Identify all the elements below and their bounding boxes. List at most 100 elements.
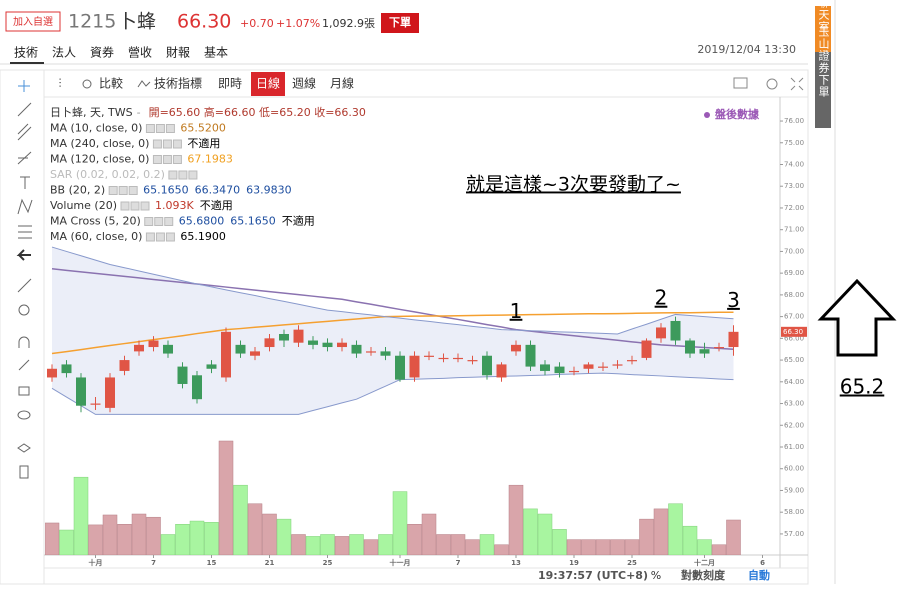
legend-icon[interactable] [154,217,164,226]
stock-code: 1215 [68,11,116,33]
legend-icon[interactable] [130,201,140,211]
legend-icon[interactable] [128,186,138,195]
legend-icon[interactable] [165,232,175,242]
y-tick-label: 69.00 [784,269,804,277]
weekly[interactable]: 週線 [292,76,316,91]
camera-icon[interactable] [733,77,748,89]
order-button[interactable] [381,13,419,33]
candle-icon[interactable]: ⫶ [58,77,61,91]
legend-value: 67.1983 [187,153,233,166]
candle-body [250,351,260,356]
x-tick-label: 25 [627,559,637,567]
legend-dash: - [137,106,141,119]
volume-bar [363,539,379,555]
legend-icon[interactable] [120,201,130,211]
indicator-icon[interactable] [137,80,151,88]
legend-value: 1.093K [155,199,194,212]
legend-icon[interactable] [155,124,165,133]
marker-label: 2 [655,286,668,310]
monthly[interactable]: 月線 [330,76,354,91]
legend-icon[interactable] [155,232,165,242]
broker-tab[interactable] [815,52,831,128]
legend-icon[interactable] [162,155,172,164]
legend-icon[interactable] [145,232,155,242]
x-tick-label: 7 [456,559,461,567]
candle-body [293,329,304,343]
x-tick-label: 十月 [89,558,103,567]
daily[interactable]: 日線 [256,76,280,91]
candle-body [192,375,202,400]
legend-icon[interactable] [108,186,118,195]
legend-icon[interactable] [178,170,188,180]
legend-icon[interactable] [168,170,178,180]
candle-body [482,355,492,376]
chart-frame [0,69,809,585]
realtime[interactable]: 即時 [218,77,242,91]
legend-label: Volume (20) [50,199,117,212]
compare-icon[interactable] [82,79,92,89]
price: 66.30 [177,11,231,33]
tab[interactable]: 技術 [14,46,38,60]
y-tick-label: 58.00 [784,508,804,516]
price-tag-label: 66.30 [783,328,803,336]
watch-button[interactable] [5,11,61,32]
order-label[interactable]: 下單 [389,16,411,29]
legend-icon[interactable] [152,155,162,164]
volume-bar [479,534,495,555]
volume-bar [276,518,292,555]
legend-icon[interactable] [172,155,182,164]
legend-icon[interactable] [188,170,198,180]
legend-icon[interactable] [165,124,175,133]
y-tick-label: 60.00 [784,465,804,473]
daily-active[interactable] [251,72,285,96]
legend-icon[interactable] [140,201,150,211]
legend-value: 不適用 [187,136,220,150]
y-tick-label: 66.00 [784,334,804,342]
log-scale[interactable]: 對數刻度 [681,568,726,582]
auto-scale[interactable]: 自動 [748,568,770,582]
volume-bar [88,524,103,555]
candle-body [467,360,478,362]
tab[interactable]: 財報 [166,45,190,60]
marker-label: 1 [510,299,523,323]
percent[interactable]: % [651,569,661,582]
legend-icon[interactable] [145,124,155,133]
legend-value: 不適用 [200,198,233,212]
candle-body [612,364,623,366]
legend-icon[interactable] [152,139,162,149]
watch-label[interactable]: 加入自選 [13,15,53,28]
volume-bar [189,520,205,555]
legend-value: 65.5200 [180,122,226,135]
legend-icon[interactable] [118,186,128,195]
sidebar-label[interactable]: 聊天室 [817,0,830,33]
fullscreen-icon[interactable] [790,77,804,91]
volume-bar [450,534,466,555]
y-tick-label: 74.00 [784,160,804,168]
tab[interactable]: 基本 [204,46,228,60]
candle-body [366,351,376,353]
legend-icon[interactable] [144,217,154,226]
sidebar-label[interactable]: 玉山證券下單 [817,26,830,98]
volume-bar [610,539,625,555]
candle-body [221,331,231,378]
volume-bar [378,534,393,555]
settings-icon[interactable] [766,78,778,90]
tab[interactable]: 法人 [52,46,76,60]
candle-body [438,357,449,360]
drawing-tools[interactable] [16,80,33,479]
y-tick-label: 62.00 [784,421,804,429]
legend-icon[interactable] [162,139,172,149]
x-tick-label: 15 [207,559,217,567]
legend-label: BB (20, 2) [50,184,105,197]
after-hours-dot [704,112,710,118]
chat-tab[interactable] [815,6,831,52]
compare[interactable]: 比較 [99,76,123,91]
legend-icon[interactable] [172,139,182,149]
change-pct: +1.07% [276,17,320,30]
indicators[interactable]: 技術指標 [154,76,202,91]
y-tick-label: 70.00 [784,247,804,255]
tab[interactable]: 資券 [90,45,114,60]
legend-icon[interactable] [164,217,174,226]
tab[interactable]: 營收 [128,46,152,60]
y-tick-label: 59.00 [784,486,804,494]
